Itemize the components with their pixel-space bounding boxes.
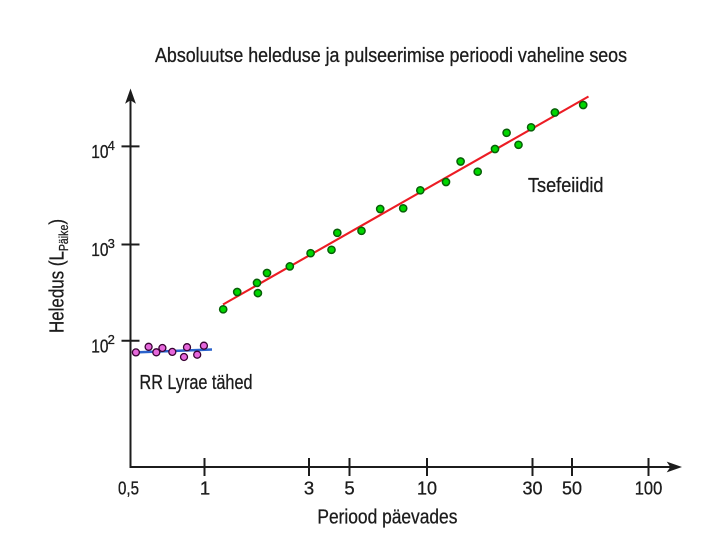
- svg-text:4: 4: [108, 138, 115, 153]
- svg-text:Heledus (LPäike): Heledus (LPäike): [47, 219, 72, 333]
- svg-text:5: 5: [344, 478, 354, 499]
- svg-text:3: 3: [304, 478, 314, 499]
- svg-text:10: 10: [417, 478, 437, 499]
- svg-text:10: 10: [91, 141, 108, 162]
- svg-text:3: 3: [108, 236, 115, 251]
- svg-text:Periood päevades: Periood päevades: [317, 507, 457, 529]
- svg-text:1: 1: [200, 478, 210, 499]
- svg-text:100: 100: [635, 478, 663, 499]
- svg-text:0,5: 0,5: [118, 478, 139, 499]
- svg-text:10: 10: [91, 335, 108, 356]
- svg-text:50: 50: [562, 478, 582, 499]
- svg-text:Absoluutse heleduse ja pulseer: Absoluutse heleduse ja pulseerimise peri…: [155, 45, 627, 67]
- svg-text:Tsefeiidid: Tsefeiidid: [528, 175, 604, 197]
- svg-text:2: 2: [108, 332, 115, 347]
- svg-text:30: 30: [523, 478, 543, 499]
- svg-text:RR Lyrae tähed: RR Lyrae tähed: [140, 372, 253, 394]
- svg-text:10: 10: [91, 239, 108, 260]
